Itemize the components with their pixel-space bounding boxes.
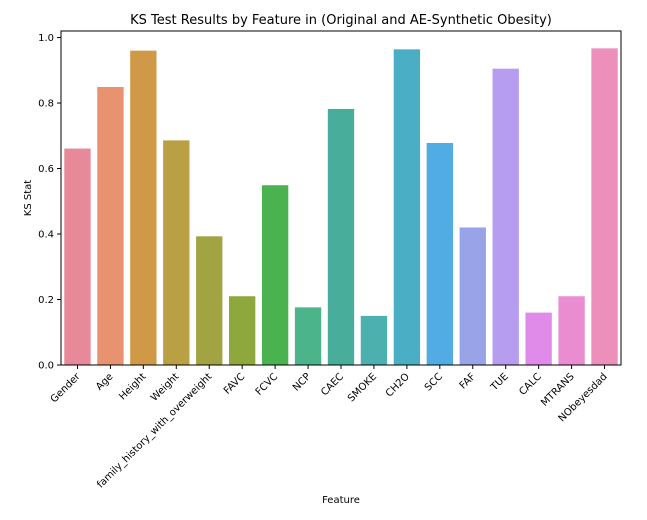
x-tick-label: FCVC: [254, 371, 281, 398]
y-tick-label: 0.8: [38, 99, 54, 110]
x-tick-label: FAF: [458, 371, 478, 391]
bar-calc: [525, 312, 552, 365]
bar-caec: [327, 108, 355, 366]
bar-smoke: [360, 315, 388, 365]
bar-tue: [492, 68, 519, 365]
x-tick-label: TUE: [488, 371, 510, 393]
x-tick-label: Weight: [149, 371, 181, 403]
bar-ncp: [294, 307, 322, 365]
chart-title: KS Test Results by Feature in (Original …: [130, 13, 552, 28]
x-axis: Gender Age Height Weightfamily_history_with…: [49, 365, 610, 490]
x-tick-label: NCP: [291, 371, 313, 393]
y-tick-label: 0.6: [38, 164, 54, 175]
bar-age: [97, 86, 124, 366]
y-axis: 0.0 0.2 0.4 0.6 0.8 1.0: [38, 33, 61, 372]
bar-favc: [229, 296, 256, 365]
bar-nobeyesdad: [591, 48, 618, 365]
x-tick-label: CALC: [517, 371, 543, 397]
y-tick-label: 1.0: [38, 33, 54, 44]
bar-scc: [426, 142, 453, 365]
x-tick-label: CAEC: [319, 371, 346, 398]
x-tick-label: CH2O: [384, 371, 412, 399]
bar-gender: [64, 148, 91, 365]
x-tick-label: SCC: [423, 371, 445, 393]
bar-weight: [163, 140, 190, 365]
x-tick-label: Age: [94, 371, 115, 392]
bar-ch2o: [393, 49, 421, 366]
x-tick-label: Gender: [49, 371, 83, 405]
x-axis-label: Feature: [322, 495, 360, 506]
y-tick-label: 0.0: [38, 361, 54, 372]
x-tick-label: FAVC: [222, 371, 247, 396]
bars-group: [64, 48, 618, 366]
x-tick-label: SMOKE: [346, 371, 379, 404]
bar-mtrans: [558, 296, 585, 365]
bar-height: [130, 50, 157, 366]
bar-family-history-with-overweight: [196, 236, 223, 365]
y-tick-label: 0.2: [38, 295, 54, 306]
bar-fcvc: [261, 185, 289, 365]
bar-faf: [459, 227, 486, 365]
y-axis-label: KS Stat: [23, 180, 34, 216]
y-tick-label: 0.4: [38, 230, 54, 241]
x-tick-label: Height: [117, 371, 148, 402]
